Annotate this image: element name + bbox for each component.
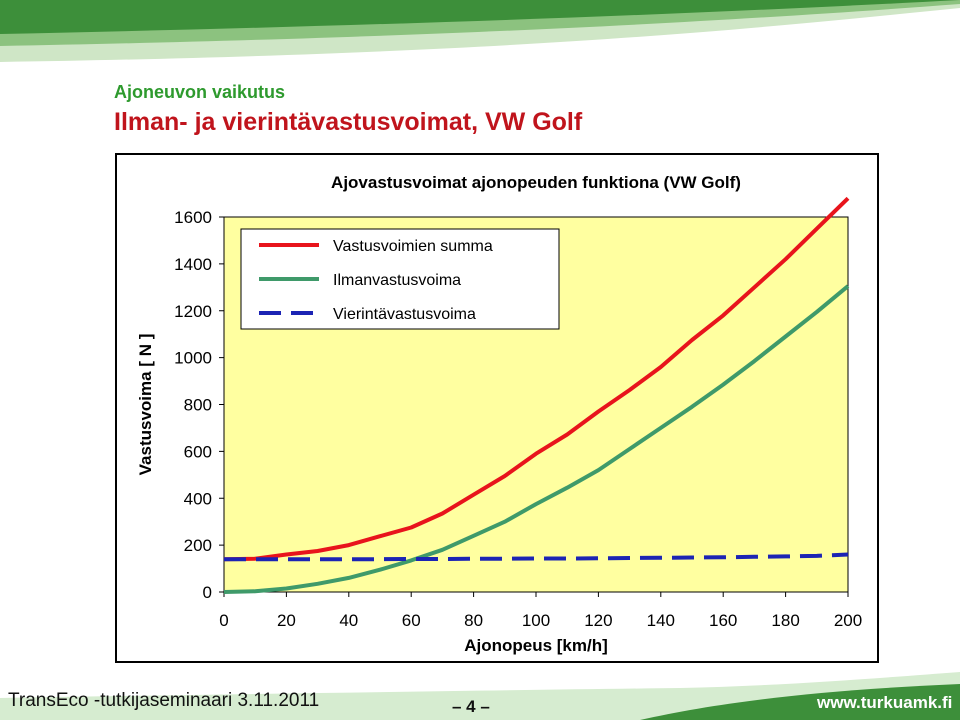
y-tick-label: 1400	[174, 255, 212, 274]
x-tick-label: 20	[277, 611, 296, 630]
page-number: – 4 –	[452, 697, 490, 716]
x-tick-label: 0	[219, 611, 228, 630]
x-tick-label: 200	[834, 611, 862, 630]
y-tick-label: 0	[203, 583, 212, 602]
series-line-2	[223, 284, 850, 594]
footer-band	[0, 672, 960, 720]
series-line-3	[224, 552, 849, 562]
y-tick-label: 1000	[174, 349, 212, 368]
banner-wave-dark	[0, 0, 960, 34]
x-tick-label: 100	[522, 611, 550, 630]
header-banner	[0, 0, 960, 62]
footer-left-text: TransEco -tutkijaseminaari 3.11.2011	[8, 690, 320, 711]
slide-kicker: Ajoneuvon vaikutus	[114, 82, 286, 102]
x-tick-label: 60	[402, 611, 421, 630]
footer-url[interactable]: www.turkuamk.fi	[817, 693, 953, 712]
y-axis-label: Vastusvoima [ N ]	[136, 334, 155, 476]
chart-frame: Ajovastusvoimat ajonopeuden funktiona (V…	[115, 153, 879, 663]
line-chart: Ajovastusvoimat ajonopeuden funktiona (V…	[136, 173, 862, 655]
y-tick-label: 400	[184, 489, 212, 508]
legend-label-2: Ilmanvastusvoima	[333, 272, 461, 289]
y-tick-label: 800	[184, 396, 212, 415]
legend-label-1: Vastusvoimien summa	[333, 238, 493, 255]
x-axis-label: Ajonopeus [km/h]	[464, 636, 608, 655]
x-tick-label: 120	[584, 611, 612, 630]
x-tick-label: 160	[709, 611, 737, 630]
y-tick-label: 200	[184, 536, 212, 555]
y-tick-label: 1600	[174, 208, 212, 227]
y-tick-label: 600	[184, 442, 212, 461]
x-tick-label: 40	[339, 611, 358, 630]
x-tick-label: 80	[464, 611, 483, 630]
x-tick-label: 140	[647, 611, 675, 630]
x-tick-label: 180	[771, 611, 799, 630]
slide-title: Ilman- ja vierintävastusvoimat, VW Golf	[114, 108, 583, 136]
y-tick-label: 1200	[174, 302, 212, 321]
legend-label-3: Vierintävastusvoima	[333, 306, 476, 323]
chart-title: Ajovastusvoimat ajonopeuden funktiona (V…	[331, 173, 741, 192]
series-line-1	[223, 196, 850, 562]
